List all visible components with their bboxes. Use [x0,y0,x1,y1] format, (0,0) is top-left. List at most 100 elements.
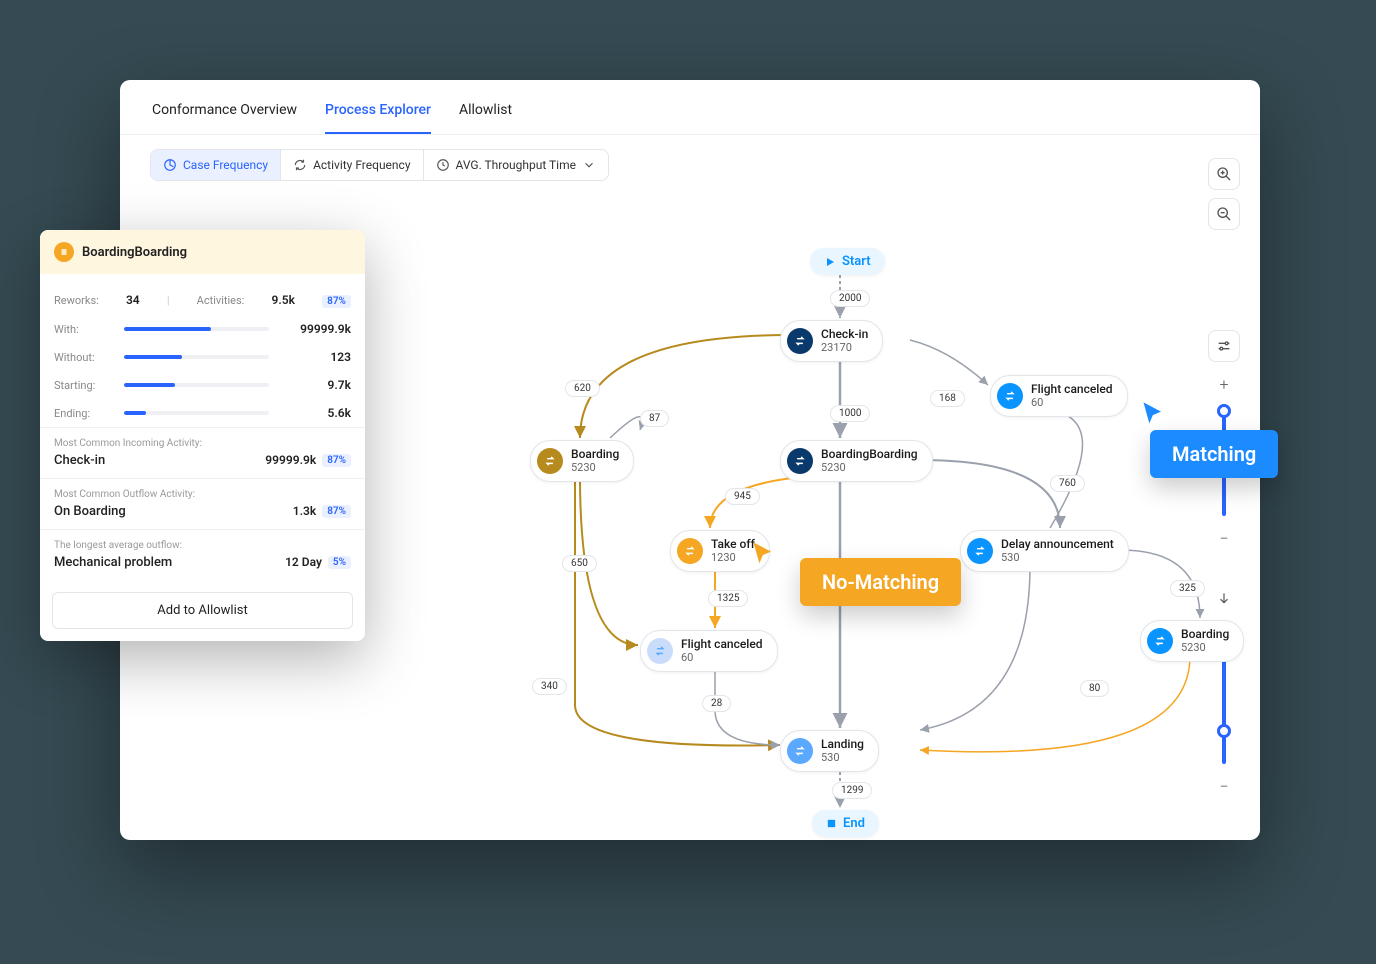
panel-section: Most Common Incoming Activity: Check-in 99… [40,427,365,478]
stat-row: Starting: 9.7k [54,371,351,399]
matching-tag: Matching [1150,430,1278,478]
activity-node[interactable]: Boarding5230 [530,440,634,482]
stat-value: 5.6k [279,406,351,420]
cursor-orange [750,540,778,568]
node-name: Take off [711,537,755,551]
section-pct: 87% [322,505,351,518]
swap-icon [967,538,993,564]
stat-bar [124,355,269,359]
edge-label: 1325 [708,590,748,607]
edge-label: 87 [640,410,669,427]
section-name: Mechanical problem [54,555,172,570]
activity-node[interactable]: Check-in23170 [780,320,883,362]
edge-label: 1000 [830,405,870,422]
detail-panel: BoardingBoarding Reworks: 34 | Activitie… [40,230,365,641]
section-value: 99999.9k [265,453,316,467]
swap-icon [677,538,703,564]
stat-value: 9.7k [279,378,351,392]
edge-label: 168 [930,390,965,407]
reworks-value: 34 [126,293,140,307]
swap-icon [537,448,563,474]
section-name: On Boarding [54,504,126,519]
start-node[interactable]: Start [810,248,885,275]
swap-icon [647,638,673,664]
start-label: Start [842,254,871,269]
stat-row: Without: 123 [54,343,351,371]
edge-label: 2000 [830,290,870,307]
stat-value: 99999.9k [279,322,351,336]
node-name: Boarding [1181,627,1229,641]
tab-conformance[interactable]: Conformance Overview [152,102,297,134]
activity-node[interactable]: BoardingBoarding5230 [780,440,933,482]
stat-row: With: 99999.9k [54,315,351,343]
play-icon [824,256,836,268]
section-name: Check-in [54,453,105,468]
edge-label: 945 [725,488,760,505]
stat-label: With: [54,323,114,336]
swap-icon [787,738,813,764]
swap-icon [787,448,813,474]
panel-section: The longest average outflow: Mechanical p… [40,529,365,580]
edge-label: 1299 [832,782,872,799]
end-label: End [843,816,865,831]
node-name: Flight canceled [681,637,763,651]
activity-node[interactable]: Delay announcement530 [960,530,1129,572]
node-name: Flight canceled [1031,382,1113,396]
edge-label: 620 [565,380,600,397]
stop-icon [826,818,837,829]
stat-bar [124,411,269,415]
section-pct: 5% [328,556,351,569]
reworks-label: Reworks: [54,294,99,307]
node-name: Landing [821,737,864,751]
panel-section: Most Common Outflow Activity: On Boarding… [40,478,365,529]
section-label: The longest average outflow: [54,540,351,551]
section-pct: 87% [322,454,351,467]
node-value: 60 [1031,396,1113,409]
tab-process-explorer[interactable]: Process Explorer [325,102,431,134]
swap-icon [997,383,1023,409]
edge-label: 760 [1050,475,1085,492]
swap-icon [787,328,813,354]
stat-label: Starting: [54,379,114,392]
tab-bar: Conformance Overview Process Explorer Al… [120,80,1260,135]
section-value: 12 Day [285,555,322,569]
stat-value: 123 [279,350,351,364]
node-name: Delay announcement [1001,537,1114,551]
end-node[interactable]: End [812,810,879,837]
node-name: Boarding [571,447,619,461]
section-label: Most Common Outflow Activity: [54,489,351,500]
activities-label: Activities: [197,294,245,307]
node-name: BoardingBoarding [821,447,918,461]
edge-label: 340 [532,678,567,695]
cursor-blue [1140,400,1168,428]
node-value: 530 [821,751,864,764]
add-to-allowlist-button[interactable]: Add to Allowlist [52,592,353,629]
edge-label: 28 [702,695,731,712]
node-value: 5230 [821,461,918,474]
node-value: 1230 [711,551,755,564]
edge-label: 80 [1080,680,1109,697]
node-value: 5230 [571,461,619,474]
activity-node[interactable]: Flight canceled60 [990,375,1128,417]
node-name: Check-in [821,327,868,341]
node-value: 530 [1001,551,1114,564]
panel-header-icon [54,242,74,262]
activities-value: 9.5k [272,293,295,307]
activity-node[interactable]: Landing530 [780,730,879,772]
panel-title: BoardingBoarding [82,245,187,260]
stat-label: Ending: [54,407,114,420]
node-value: 5230 [1181,641,1229,654]
activity-node[interactable]: Flight canceled60 [640,630,778,672]
activities-pct: 87% [322,295,351,308]
panel-header: BoardingBoarding [40,230,365,274]
stat-label: Without: [54,351,114,364]
section-value: 1.3k [293,504,316,518]
activity-node[interactable]: Boarding5230 [1140,620,1244,662]
edge-label: 325 [1170,580,1205,597]
tab-allowlist[interactable]: Allowlist [459,102,512,134]
stat-bar [124,383,269,387]
stat-bar [124,327,269,331]
panel-body: Reworks: 34 | Activities: 9.5k 87% With:… [40,274,365,427]
edge-label: 650 [562,555,597,572]
section-label: Most Common Incoming Activity: [54,438,351,449]
